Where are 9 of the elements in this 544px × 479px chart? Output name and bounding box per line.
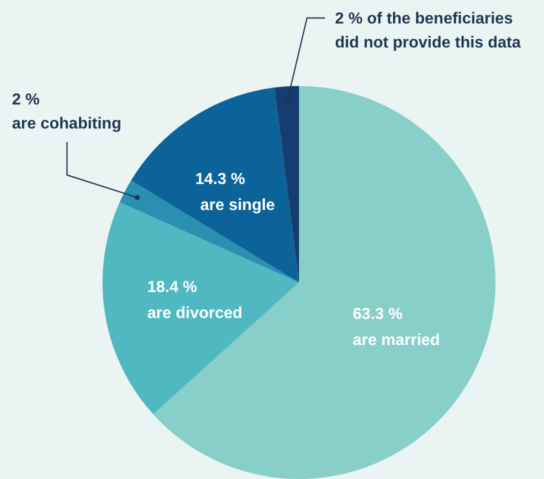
slice-label: are cohabiting (12, 115, 122, 132)
slice-label: are divorced (147, 304, 242, 322)
data-label: 18.4 % (147, 278, 198, 296)
data-label: 14.3 % (195, 171, 246, 188)
slice-label: are married (352, 332, 440, 349)
slice-label: are single (200, 197, 276, 214)
data-label: 2 % (12, 91, 40, 108)
data-label: 63.3 % (352, 306, 403, 323)
slice-label: 2 % of the beneficiaries did not provide this data (335, 10, 521, 52)
